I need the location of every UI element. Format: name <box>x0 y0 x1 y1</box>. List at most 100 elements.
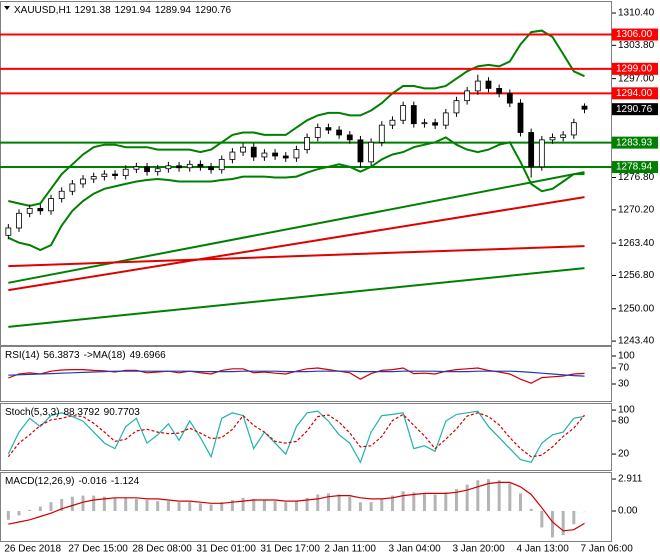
x-tick-label: 27 Dec 15:00 <box>68 544 128 555</box>
x-tick-label: 4 Jan 13:00 <box>516 544 569 555</box>
y-tick-label: 1310.40 <box>618 8 655 19</box>
histogram-bar <box>262 500 266 512</box>
title-part: 56.3873 <box>43 350 80 361</box>
indicator-line <box>8 370 585 377</box>
candle-body <box>197 163 204 168</box>
title-part: 90.7703 <box>104 407 141 418</box>
level-label-box <box>612 87 658 100</box>
y-tick-label: 100 <box>618 351 635 362</box>
histogram-bar <box>70 496 74 512</box>
histogram-bar <box>316 494 320 512</box>
histogram-bar <box>230 500 234 512</box>
histogram-bar <box>28 509 32 512</box>
candle-body <box>410 105 417 125</box>
x-tick-label: 31 Dec 17:00 <box>260 544 320 555</box>
histogram-bar <box>486 479 490 512</box>
histogram-bar <box>252 498 256 512</box>
main-panel-frame <box>0 1 612 346</box>
moving-average <box>8 196 585 292</box>
indicator-line <box>7 412 585 458</box>
level-label-box <box>612 136 658 149</box>
y-tick-label: 1250.00 <box>618 303 655 314</box>
moving-average <box>8 267 585 328</box>
histogram-bar <box>401 491 405 512</box>
candle-body <box>560 134 567 138</box>
candle-body <box>16 212 22 229</box>
title-part: XAUUSD,H1 <box>14 5 72 16</box>
price-label-box <box>612 103 658 116</box>
candle-body <box>154 168 161 173</box>
y-tick-label: 100 <box>618 405 635 416</box>
histogram-bar <box>134 498 138 512</box>
candle-body <box>272 152 278 157</box>
histogram-bar <box>60 498 64 512</box>
histogram-bar <box>454 489 458 512</box>
rsi-panel-frame <box>0 346 612 402</box>
histogram-bar <box>337 494 341 512</box>
moving-average <box>8 171 585 284</box>
title-part: 1291.94 <box>115 5 152 16</box>
histogram-bar <box>273 501 277 512</box>
candle-body <box>218 159 225 171</box>
histogram-bar <box>145 500 149 512</box>
title-part: 1291.38 <box>75 5 112 16</box>
x-tick-label: 28 Dec 08:00 <box>132 544 192 555</box>
candle-body <box>314 127 321 138</box>
histogram-bar <box>390 495 394 512</box>
x-tick-label: 31 Dec 01:00 <box>196 544 256 555</box>
level-label: 1278.94 <box>616 162 653 173</box>
candle-body <box>325 127 332 131</box>
candle-body <box>133 166 140 170</box>
histogram-bar <box>166 501 170 512</box>
histogram-bar <box>305 497 309 512</box>
plot-area <box>8 367 585 384</box>
candle-body <box>122 168 129 176</box>
candle-body <box>336 129 343 136</box>
x-tick-label: 26 Dec 2018 <box>4 544 61 555</box>
candle-body <box>144 166 150 173</box>
macd-panel-frame <box>0 472 612 542</box>
title-part: -0.016 <box>78 476 107 487</box>
histogram-bar <box>572 511 576 525</box>
histogram-bar <box>348 496 352 512</box>
candle-body <box>528 132 535 168</box>
histogram-bar <box>540 511 544 528</box>
histogram-bar <box>177 502 181 512</box>
moving-average <box>8 245 585 268</box>
bollinger-band <box>7 136 585 252</box>
level-label-box <box>612 62 658 75</box>
histogram-bar <box>102 496 106 512</box>
plot-area <box>6 479 587 538</box>
histogram-bar <box>17 511 21 516</box>
candle-body <box>421 122 428 125</box>
histogram-bar <box>294 501 298 512</box>
histogram-bar <box>412 492 416 512</box>
current-price-label: 1290.76 <box>616 104 653 115</box>
histogram-bar <box>326 493 330 512</box>
candle-body <box>357 139 364 163</box>
candle-body <box>453 100 460 114</box>
histogram-bar <box>518 493 522 512</box>
candle-body <box>229 151 236 160</box>
histogram-bar <box>241 497 245 512</box>
candle-body <box>101 173 108 177</box>
candle-body <box>538 139 545 168</box>
y-tick-label: 20 <box>618 449 630 460</box>
histogram-bar <box>92 495 96 512</box>
candle-body <box>389 119 396 126</box>
histogram-bar <box>6 511 10 520</box>
histogram-bar <box>38 506 42 512</box>
y-tick-label: 0.00 <box>618 506 638 517</box>
histogram-bar <box>358 502 362 512</box>
panel-title: XAUUSD,H1 1291.38 1291.94 1289.94 1290.76 <box>14 5 232 16</box>
histogram-bar <box>124 497 128 512</box>
candle-body <box>506 92 513 104</box>
y-tick-label: 30 <box>618 379 630 390</box>
histogram-bar <box>497 480 501 512</box>
y-tick-label: 2.911 <box>618 474 643 485</box>
level-label: 1283.93 <box>616 137 653 148</box>
candle-body <box>176 165 182 169</box>
histogram-bar <box>561 511 565 536</box>
candle-body <box>400 105 407 121</box>
histogram-bar <box>49 502 53 512</box>
